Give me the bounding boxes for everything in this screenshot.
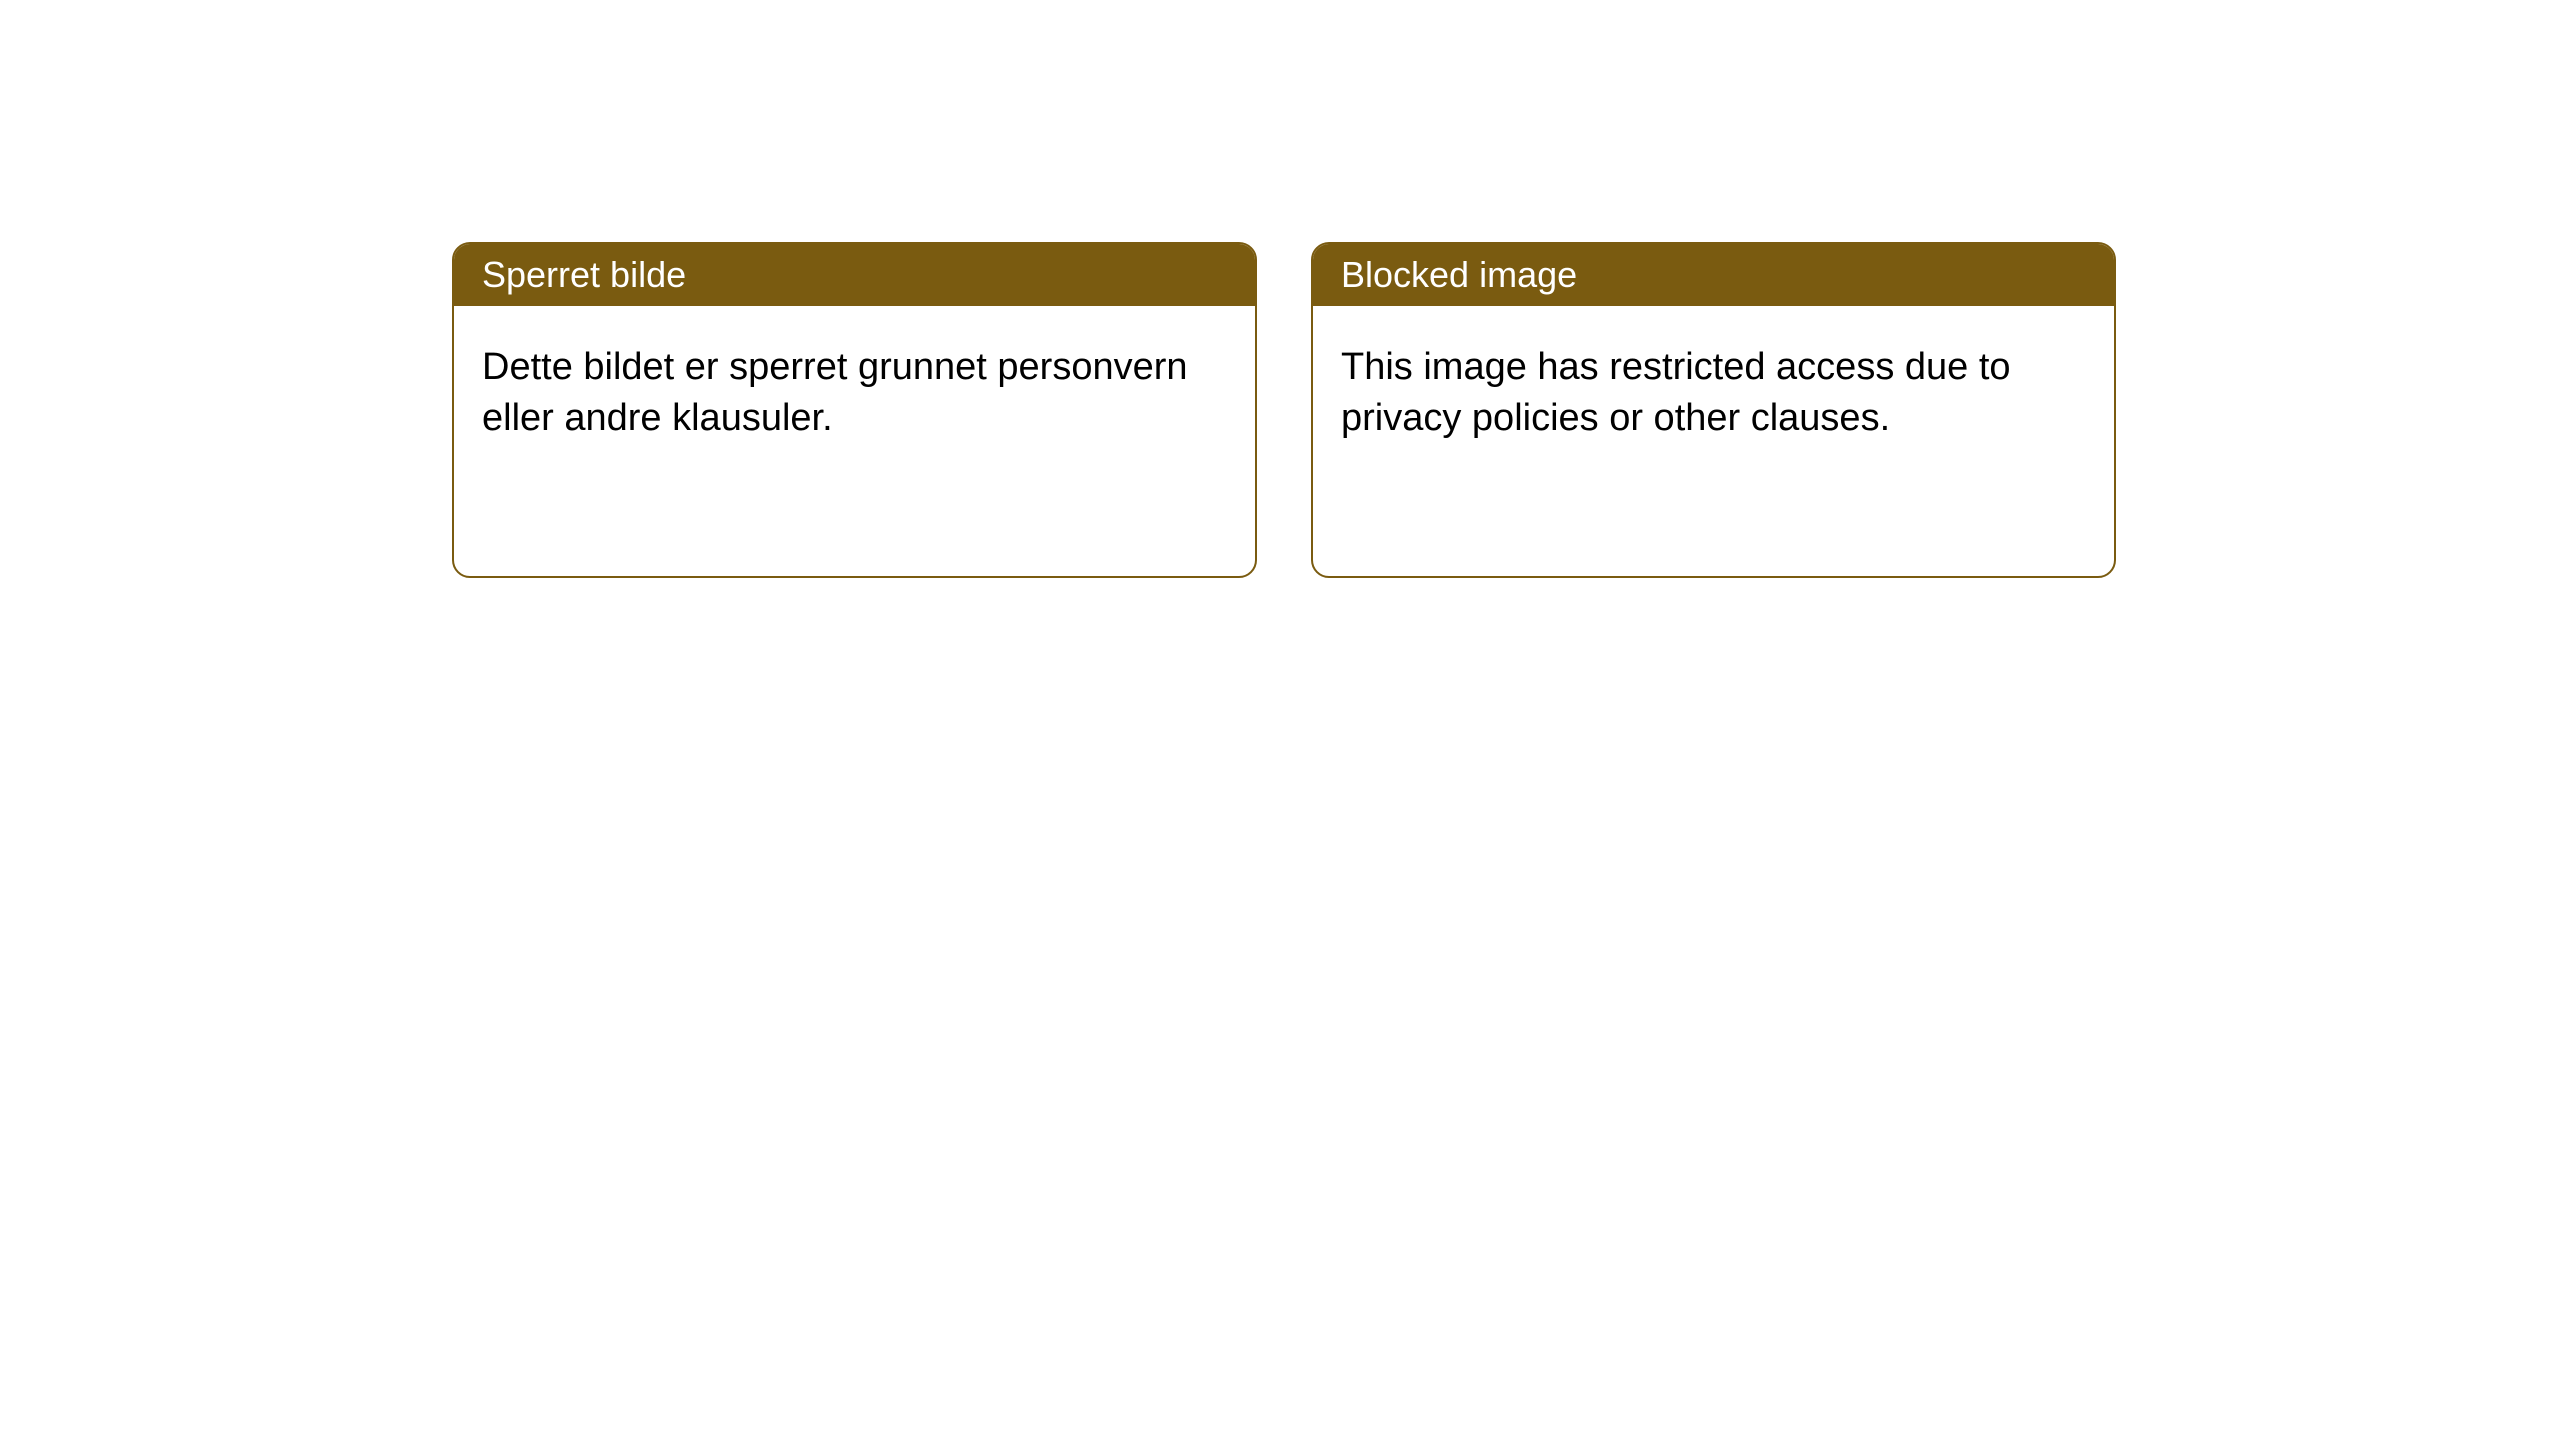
notice-card-body: Dette bildet er sperret grunnet personve… — [454, 306, 1255, 481]
notice-card-title: Blocked image — [1313, 244, 2114, 306]
notice-card-english: Blocked image This image has restricted … — [1311, 242, 2116, 578]
notice-container: Sperret bilde Dette bildet er sperret gr… — [0, 0, 2560, 578]
notice-card-title: Sperret bilde — [454, 244, 1255, 306]
notice-card-body: This image has restricted access due to … — [1313, 306, 2114, 481]
notice-card-norwegian: Sperret bilde Dette bildet er sperret gr… — [452, 242, 1257, 578]
